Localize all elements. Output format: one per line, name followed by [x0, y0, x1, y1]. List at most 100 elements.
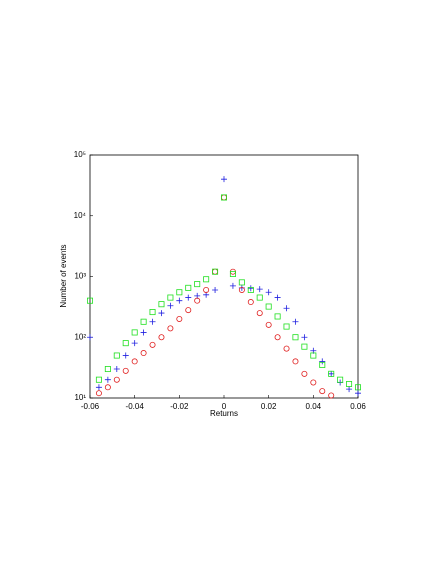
- point: [301, 334, 308, 341]
- point: [238, 286, 245, 293]
- x-tick-label: 0.04: [306, 402, 322, 411]
- point: [328, 370, 335, 377]
- point: [310, 352, 317, 359]
- y-tick-label: 10¹: [74, 393, 86, 402]
- point: [221, 176, 227, 183]
- point: [292, 334, 299, 341]
- point: [283, 305, 290, 312]
- point: [176, 289, 183, 296]
- point: [140, 329, 147, 336]
- point: [185, 284, 192, 291]
- point: [95, 384, 102, 391]
- point: [265, 321, 272, 328]
- point: [122, 340, 129, 347]
- point: [131, 329, 138, 336]
- point: [256, 294, 263, 301]
- point: [104, 376, 111, 383]
- point: [256, 286, 263, 293]
- point: [122, 352, 129, 359]
- point: [185, 307, 192, 314]
- point: [149, 318, 156, 325]
- point: [212, 268, 219, 275]
- point: [122, 367, 129, 374]
- point: [319, 388, 326, 395]
- point: [185, 294, 192, 301]
- point: [194, 297, 201, 304]
- x-tick-label: 0.02: [261, 402, 277, 411]
- point: [212, 268, 219, 275]
- point: [131, 358, 138, 365]
- point: [328, 370, 335, 377]
- point: [319, 358, 326, 365]
- x-axis-label: Returns: [210, 409, 238, 418]
- point: [247, 285, 254, 292]
- point: [337, 376, 344, 383]
- point: [220, 194, 227, 201]
- point: [104, 384, 111, 391]
- point: [256, 310, 263, 317]
- point: [292, 318, 299, 325]
- point: [158, 310, 165, 317]
- y-tick-label: 10⁴: [74, 211, 87, 220]
- point: [229, 282, 236, 289]
- point: [113, 366, 120, 373]
- point: [355, 390, 361, 397]
- point: [140, 318, 147, 325]
- point: [95, 376, 102, 383]
- point: [346, 386, 353, 393]
- point: [194, 281, 201, 288]
- point: [95, 390, 102, 397]
- point: [274, 334, 281, 341]
- point: [247, 286, 254, 293]
- point: [301, 370, 308, 377]
- point: [203, 276, 210, 283]
- point: [104, 366, 111, 373]
- point: [220, 194, 227, 201]
- point: [354, 384, 361, 391]
- point: [140, 350, 147, 357]
- point: [301, 343, 308, 350]
- x-tick-label: 0: [222, 402, 227, 411]
- point: [158, 301, 165, 308]
- point: [346, 381, 353, 388]
- y-tick-label: 10⁵: [74, 150, 86, 159]
- point: [87, 334, 93, 341]
- y-tick-label: 10³: [74, 272, 86, 281]
- y-tick-label: 10²: [74, 332, 86, 341]
- point: [149, 341, 156, 348]
- y-axis-label: Number of events: [59, 244, 68, 307]
- x-tick-label: -0.06: [81, 402, 100, 411]
- point: [203, 286, 210, 293]
- point: [212, 286, 219, 293]
- point: [274, 294, 281, 301]
- point: [283, 345, 290, 352]
- point: [158, 334, 165, 341]
- point: [229, 270, 236, 277]
- point: [167, 294, 174, 301]
- point: [283, 323, 290, 330]
- point: [176, 297, 183, 304]
- x-tick-label: -0.04: [126, 402, 145, 411]
- point: [113, 352, 120, 359]
- point: [328, 392, 335, 399]
- point: [265, 289, 272, 296]
- x-tick-label: -0.02: [170, 402, 189, 411]
- plot-frame: [89, 154, 359, 399]
- point: [176, 315, 183, 322]
- x-tick-label: 0.06: [350, 402, 366, 411]
- point: [265, 303, 272, 310]
- point: [87, 297, 94, 304]
- point: [167, 325, 174, 332]
- point: [274, 313, 281, 320]
- point: [310, 379, 317, 386]
- point: [149, 309, 156, 316]
- point: [247, 299, 254, 306]
- point: [131, 340, 138, 347]
- point: [113, 376, 120, 383]
- point: [238, 279, 245, 286]
- point: [319, 361, 326, 368]
- point: [167, 302, 174, 309]
- point: [292, 358, 299, 365]
